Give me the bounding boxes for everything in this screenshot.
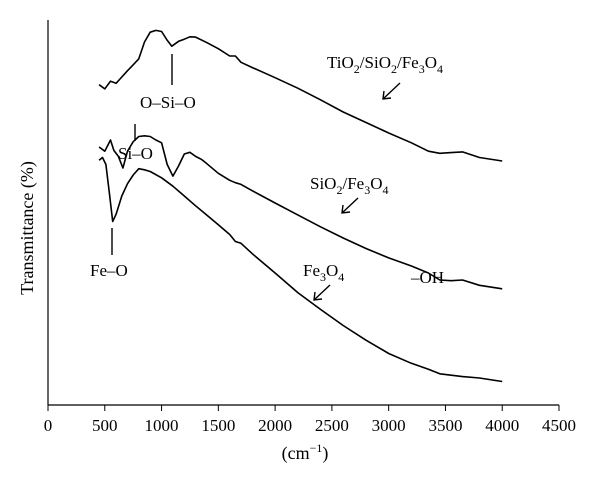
x-tick-label: 1500 bbox=[201, 416, 235, 435]
annotation-o-si-o: O–Si–O bbox=[140, 54, 196, 112]
x-tick-label: 3500 bbox=[428, 416, 462, 435]
annotation-oh: –OH bbox=[410, 268, 444, 287]
svg-text:Fe–O: Fe–O bbox=[90, 261, 128, 280]
arrow-icon bbox=[313, 284, 331, 301]
svg-text:SiO2/Fe3O4: SiO2/Fe3O4 bbox=[310, 174, 388, 197]
x-tick-label: 4500 bbox=[542, 416, 576, 435]
x-axis-label: (cm−1) bbox=[282, 441, 329, 464]
svg-text:TiO2/SiO2/Fe3O4: TiO2/SiO2/Fe3O4 bbox=[327, 53, 443, 76]
svg-text:Fe3O4: Fe3O4 bbox=[303, 261, 344, 284]
svg-text:Si–O: Si–O bbox=[118, 144, 153, 163]
svg-text:O–Si–O: O–Si–O bbox=[140, 93, 196, 112]
annotation-fe-o: Fe–O bbox=[90, 228, 128, 280]
arrow-icon bbox=[341, 197, 359, 214]
series-line-1 bbox=[98, 135, 503, 290]
x-tick-label: 2000 bbox=[258, 416, 292, 435]
series-label-sio2-fe3o4: SiO2/Fe3O4 bbox=[310, 174, 388, 214]
x-tick-label: 4000 bbox=[485, 416, 519, 435]
annotation-si-o: Si–O bbox=[118, 124, 153, 163]
x-tick-label: 1000 bbox=[145, 416, 179, 435]
y-axis-label: Transmittance (%) bbox=[17, 161, 38, 295]
svg-text:–OH: –OH bbox=[410, 268, 444, 287]
x-tick-label: 3000 bbox=[372, 416, 406, 435]
arrow-icon bbox=[382, 82, 401, 100]
axes bbox=[47, 20, 559, 406]
series-label-fe3o4: Fe3O4 bbox=[303, 261, 344, 301]
x-tick-label: 0 bbox=[44, 416, 53, 435]
x-ticks: 0 500 1000 1500 2000 2500 3000 3500 4000 4500 bbox=[44, 405, 576, 435]
series-line-0 bbox=[98, 29, 503, 162]
x-tick-label: 2500 bbox=[315, 416, 349, 435]
series-line-2 bbox=[98, 156, 503, 383]
x-tick-label: 500 bbox=[92, 416, 118, 435]
series-group bbox=[98, 29, 503, 383]
series-label-tio2-sio2-fe3o4: TiO2/SiO2/Fe3O4 bbox=[327, 53, 443, 100]
